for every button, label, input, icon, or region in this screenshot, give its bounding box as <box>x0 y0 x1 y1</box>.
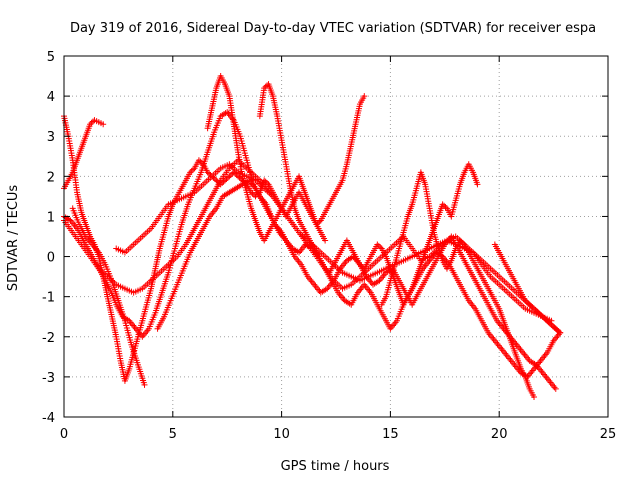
data-point <box>546 320 553 327</box>
data-point <box>552 325 559 332</box>
data-point <box>220 178 227 185</box>
data-point <box>190 166 197 173</box>
x-tick-label: 25 <box>600 427 617 442</box>
data-point <box>544 317 551 324</box>
y-tick-label: 1 <box>47 210 55 225</box>
data-point <box>374 241 381 248</box>
data-point <box>536 311 543 318</box>
series-sat-j <box>491 241 564 336</box>
data-point <box>554 327 561 334</box>
y-axis-label: SDTVAR / TECUs <box>6 185 21 292</box>
series-sat-k <box>69 205 148 388</box>
x-tick-label: 5 <box>169 427 177 442</box>
data-point <box>541 315 548 322</box>
data-point <box>358 262 365 269</box>
y-tick-label: 5 <box>47 50 55 65</box>
data-point <box>522 297 529 304</box>
series-sat-a <box>61 117 107 192</box>
data-point <box>322 265 329 272</box>
data-point <box>549 323 556 330</box>
x-tick-label: 15 <box>382 427 399 442</box>
data-point <box>551 324 558 331</box>
data-point <box>187 169 194 176</box>
data-point <box>316 218 323 225</box>
data-point <box>458 238 465 245</box>
data-point <box>88 119 95 126</box>
data-point <box>555 328 562 335</box>
y-tick-label: 0 <box>47 251 55 266</box>
data-point <box>323 266 330 273</box>
data-point <box>236 174 243 181</box>
data-point <box>529 304 536 311</box>
data-point <box>531 393 538 400</box>
x-tick-label: 20 <box>491 427 508 442</box>
data-points <box>61 73 564 400</box>
data-point <box>523 299 530 306</box>
data-point <box>538 312 545 319</box>
data-point <box>442 204 449 211</box>
data-point <box>87 121 94 128</box>
y-tick-label: -1 <box>42 291 55 306</box>
data-point <box>375 242 382 249</box>
data-point <box>557 329 564 336</box>
data-point <box>261 85 268 92</box>
data-point <box>532 307 539 314</box>
x-axis-label: GPS time / hours <box>281 459 390 474</box>
data-point <box>548 321 555 328</box>
series-sat-e <box>113 161 555 324</box>
plot-border <box>63 55 609 418</box>
data-point <box>249 190 256 197</box>
data-point <box>441 202 448 209</box>
y-tick-label: -2 <box>42 331 55 346</box>
data-point <box>525 300 532 307</box>
data-point <box>531 305 538 312</box>
data-point <box>535 309 542 316</box>
ticks <box>63 55 609 418</box>
data-point <box>552 385 559 392</box>
data-point <box>356 261 363 268</box>
data-point <box>141 381 148 388</box>
data-point <box>325 268 332 275</box>
data-point <box>195 157 202 164</box>
data-point <box>526 301 533 308</box>
data-point <box>206 170 213 177</box>
data-point <box>545 319 552 326</box>
y-tick-label: 4 <box>47 90 55 105</box>
data-point <box>232 170 239 177</box>
data-point <box>359 264 366 271</box>
data-point <box>539 313 546 320</box>
data-point <box>204 169 211 176</box>
data-point <box>361 93 368 100</box>
series-sat-i <box>204 73 329 244</box>
data-point <box>474 181 481 188</box>
y-tick-label: 2 <box>47 170 55 185</box>
series-sat-h <box>378 169 538 400</box>
y-tick-labels: 5 4 3 2 1 0 -1 -2 -3 -4 <box>42 50 55 426</box>
data-point <box>188 167 195 174</box>
data-point <box>377 244 384 251</box>
data-point <box>223 176 230 183</box>
data-point <box>542 316 549 323</box>
chart-title: Day 319 of 2016, Sidereal Day-to-day VTE… <box>70 21 596 36</box>
data-point <box>224 174 231 181</box>
grid <box>64 56 608 417</box>
x-tick-labels: 0 5 10 15 20 25 <box>60 427 616 442</box>
data-point <box>100 121 107 128</box>
data-point <box>227 171 234 178</box>
data-point <box>533 308 540 315</box>
data-point <box>226 173 233 180</box>
data-point <box>262 83 269 90</box>
data-point <box>322 237 329 244</box>
data-point <box>459 240 466 247</box>
data-point <box>211 176 218 183</box>
data-point <box>528 303 535 310</box>
y-tick-label: -4 <box>42 411 55 426</box>
y-tick-label: 3 <box>47 130 55 145</box>
data-point <box>457 237 464 244</box>
x-tick-label: 0 <box>60 427 68 442</box>
x-tick-label: 10 <box>273 427 290 442</box>
data-point <box>439 201 446 208</box>
y-tick-label: -3 <box>42 371 55 386</box>
